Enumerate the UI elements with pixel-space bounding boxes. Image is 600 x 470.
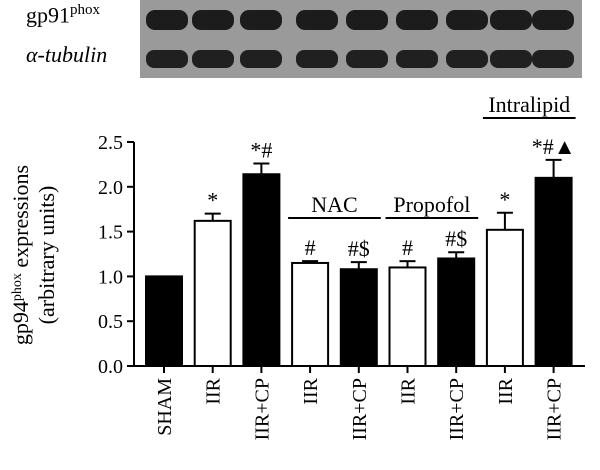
blot-band-gp91 <box>240 10 282 30</box>
bar <box>534 176 573 367</box>
blot-band-gp91 <box>396 10 438 30</box>
blot-band-gp91 <box>296 10 338 30</box>
blot-label-tubulin-text: α-tubulin <box>26 42 108 67</box>
blot-band-gp91 <box>346 10 388 30</box>
significance-label: # <box>305 235 316 260</box>
group-brackets: NAC Propofol Intralipid <box>288 92 576 219</box>
blot-band-gp91 <box>192 10 234 30</box>
x-tick-label: IIR+CP <box>349 378 371 440</box>
y-tick-label: 0.5 <box>98 311 123 333</box>
y-axis-title-line2: (arbitrary units) <box>34 186 59 325</box>
bar <box>485 228 524 367</box>
significance-label: # <box>402 235 413 260</box>
y-axis-title: gp94phox expressions <box>8 165 33 345</box>
bar <box>145 275 183 367</box>
blot-band-gp91 <box>490 10 532 30</box>
bar <box>193 219 232 367</box>
x-tick-label: IIR+CP <box>544 378 566 440</box>
significance-label: #$ <box>348 236 370 261</box>
group-label: NAC <box>311 192 357 217</box>
blot-band-tubulin <box>446 50 488 68</box>
group-label: Propofol <box>393 192 470 217</box>
significance-label: *# <box>250 138 272 163</box>
x-tick-label: IIR <box>203 377 225 404</box>
blot-band-gp91 <box>146 10 188 30</box>
blot-band-gp91 <box>532 10 574 30</box>
y-axis-title-suffix: expressions <box>8 165 33 273</box>
y-tick-label: 2.0 <box>98 177 123 199</box>
blot-band-tubulin <box>192 50 234 68</box>
y-axis-title-sup: phox <box>10 273 25 301</box>
blot-band-tubulin <box>396 50 438 68</box>
blot-band-tubulin <box>490 50 532 68</box>
group-label: Intralipid <box>488 92 570 117</box>
bar <box>339 268 378 367</box>
blot-band-tubulin <box>346 50 388 68</box>
significance-label: * <box>207 188 218 213</box>
y-tick-label: 1.0 <box>98 266 123 288</box>
x-tick-label: IIR <box>398 377 420 404</box>
bar <box>388 266 427 367</box>
western-blot-image <box>140 0 582 78</box>
y-axis-title-main: gp94 <box>8 301 33 345</box>
x-tick-label: SHAM <box>154 378 176 436</box>
significance-label: * <box>499 187 510 212</box>
bars: * *# # #$ # #$ * *#▲ <box>145 134 576 368</box>
significance-label: #$ <box>445 226 467 251</box>
bar <box>242 173 281 367</box>
x-tick-label: IIR <box>495 377 517 404</box>
y-axis: 0.0 0.5 1.0 1.5 2.0 2.5 <box>98 132 135 378</box>
x-tick-label: IIR+CP <box>251 378 273 440</box>
bar <box>291 261 330 367</box>
x-tick-label: IIR+CP <box>446 378 468 440</box>
blot-label-gp91-sup: phox <box>70 2 100 18</box>
x-axis: SHAM IIR IIR+CP IIR IIR+CP IIR IIR+CP IIR IIR+CP <box>134 365 585 440</box>
y-tick-label: 1.5 <box>98 222 123 244</box>
blot-band-tubulin <box>146 50 188 68</box>
blot-band-gp91 <box>446 10 488 30</box>
x-tick-label: IIR <box>300 377 322 404</box>
blot-label-alpha-tubulin: α-tubulin <box>26 42 107 68</box>
blot-band-tubulin <box>240 50 282 68</box>
y-tick-label: 0.0 <box>98 356 123 378</box>
significance-label: *#▲ <box>532 134 576 159</box>
blot-band-tubulin <box>296 50 338 68</box>
y-tick-label: 2.5 <box>98 132 123 154</box>
blot-label-gp91-text: gp91 <box>26 2 70 28</box>
blot-band-tubulin <box>532 50 574 68</box>
blot-label-gp91phox: gp91phox <box>26 2 100 28</box>
bar <box>437 257 476 368</box>
